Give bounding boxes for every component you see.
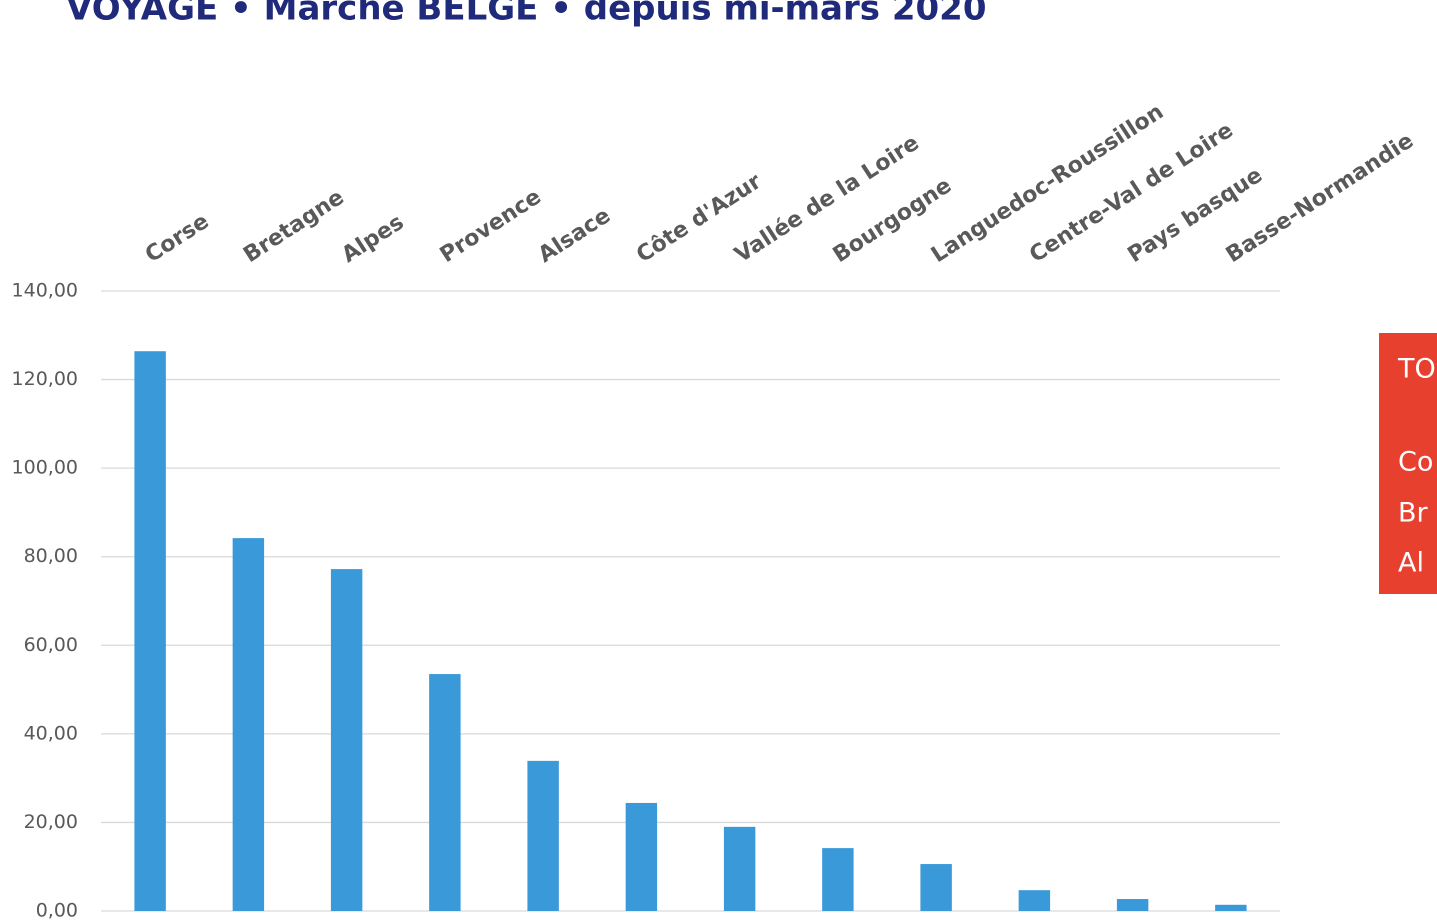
- side-box-line: Co: [1398, 447, 1433, 478]
- y-tick-label: 0,00: [36, 900, 78, 922]
- bar: [1215, 904, 1247, 911]
- chart-title: VOYAGE • Marché BELGE • depuis mi-mars 2…: [66, 0, 986, 29]
- x-tick-label: Alpes: [338, 210, 409, 268]
- bar: [232, 538, 265, 911]
- x-tick-label: Basse-Normandie: [1222, 128, 1418, 268]
- bar: [527, 760, 559, 911]
- bar: [134, 351, 166, 911]
- bar: [1018, 890, 1051, 911]
- side-box-line: Al: [1398, 548, 1424, 579]
- x-tick-label: Corse: [141, 209, 213, 268]
- side-box-line: TO: [1397, 354, 1436, 385]
- bar: [330, 569, 363, 911]
- y-tick-label: 100,00: [12, 457, 78, 479]
- y-tick-label: 20,00: [24, 811, 78, 833]
- bar: [1116, 899, 1149, 911]
- bar: [723, 826, 756, 911]
- x-tick-label: Bretagne: [239, 185, 348, 268]
- x-tick-label: Provence: [436, 184, 546, 268]
- side-box-line: Br: [1398, 498, 1429, 529]
- y-tick-label: 40,00: [24, 722, 78, 744]
- side-box: [1379, 333, 1437, 594]
- y-tick-label: 120,00: [12, 368, 78, 390]
- x-tick-label: Alsace: [534, 203, 615, 268]
- bar: [822, 848, 854, 911]
- bar: [920, 864, 952, 911]
- bar: [429, 674, 461, 911]
- bar: [625, 802, 658, 911]
- y-tick-label: 80,00: [24, 545, 78, 567]
- y-tick-label: 140,00: [12, 280, 78, 302]
- x-tick-label: Vallée de la Loire: [731, 131, 924, 269]
- y-tick-label: 60,00: [24, 634, 78, 656]
